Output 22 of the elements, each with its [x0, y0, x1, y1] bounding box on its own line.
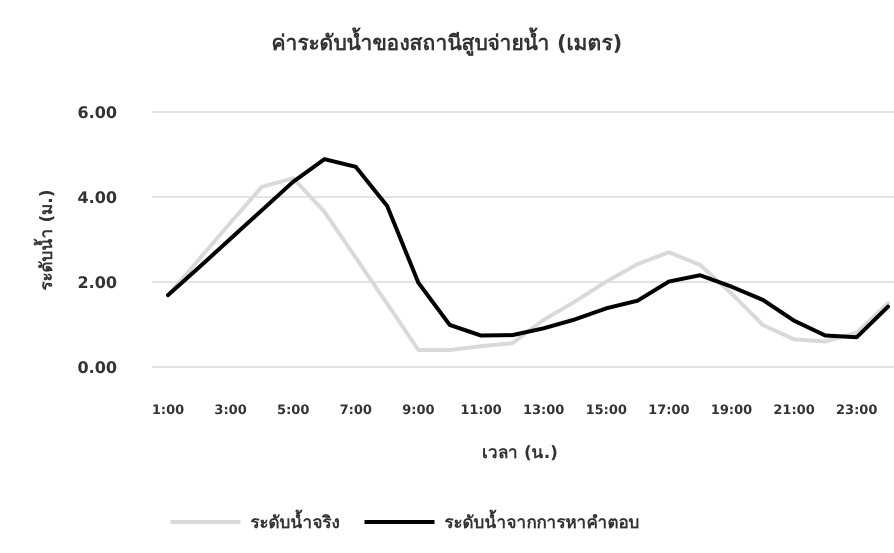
line-series	[166, 157, 890, 340]
x-tick-label: 23:00	[836, 403, 878, 418]
y-axis-title: ระดับน้ำ (ม.)	[33, 190, 57, 290]
x-tick-label: 15:00	[586, 403, 627, 418]
x-axis-title: เวลา (น.)	[482, 443, 558, 463]
y-tick-label: 0.00	[78, 358, 117, 377]
legend-label: ระดับน้ำจริง	[250, 509, 340, 533]
y-tick-label: 2.00	[78, 273, 117, 292]
x-tick-label: 17:00	[648, 403, 690, 418]
x-tick-label: 19:00	[710, 403, 752, 418]
x-tick-label: 13:00	[522, 403, 564, 418]
x-tick-label: 5:00	[277, 403, 310, 418]
y-tick-label: 6.00	[78, 103, 117, 122]
chart-title: ค่าระดับน้ำของสถานีสูบจ่ายน้ำ (เมตร)	[272, 27, 622, 57]
y-tick-label: 4.00	[78, 188, 117, 207]
x-tick-label: 9:00	[402, 403, 435, 418]
x-tick-label: 3:00	[214, 403, 247, 418]
x-tick-label: 1:00	[152, 403, 184, 418]
x-tick-label: 7:00	[340, 403, 372, 418]
x-tick-label: 21:00	[773, 403, 815, 418]
legend-label: ระดับน้ำจากการหาคำตอบ	[444, 509, 640, 533]
x-tick-label: 11:00	[460, 403, 502, 418]
